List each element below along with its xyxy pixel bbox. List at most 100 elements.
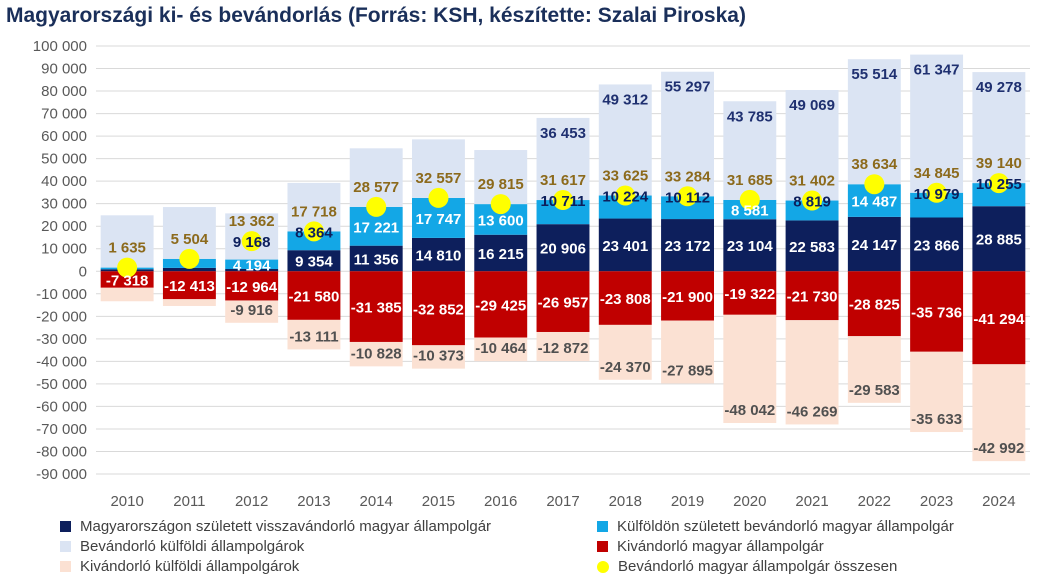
total-marker [241,231,262,252]
data-label-series-4: -13 111 [289,328,338,345]
total-label: 17 718 [291,203,337,220]
data-label-series-3: -12 964 [226,279,278,296]
total-marker [303,221,324,242]
total-label: 1 635 [108,240,146,257]
total-marker [179,248,200,269]
x-tick-label: 2015 [422,493,455,510]
y-tick-label: 10 000 [41,241,87,258]
y-tick-label: 100 000 [33,38,87,55]
legend-label-series-0: Magyarországon született visszavándorló … [80,518,492,535]
bar-series-0 [661,219,714,272]
data-label-series-4: -27 895 [662,362,713,379]
data-label-series-0: 23 401 [602,238,648,255]
y-tick-label: 90 000 [41,61,87,78]
total-marker [490,194,511,215]
bar-series-4 [225,300,279,323]
data-label-series-1: 4 194 [233,257,271,274]
data-label-series-4: -24 370 [600,359,651,376]
data-label-series-3: -19 322 [724,286,775,303]
bar-series-3 [412,271,465,346]
data-label-series-1: 8 581 [731,203,769,220]
data-label-series-4: -12 872 [538,340,589,357]
bar-series-4 [412,345,465,369]
bar-series-4 [162,299,216,306]
bar-series-2 [847,59,901,185]
bar-series-2 [723,101,777,200]
y-tick-label: 80 000 [41,83,87,100]
bar-series-0 [598,218,652,272]
total-label: 5 504 [171,231,209,248]
data-label-series-0: 28 885 [976,232,1022,249]
data-label-series-4: -29 583 [849,382,900,399]
data-label-series-4: -42 992 [973,440,1024,457]
total-marker [366,196,387,217]
bar-series-3 [598,271,652,325]
legend-label-series-1: Külföldön született bevándorló magyar ál… [617,518,954,535]
legend-item-series-0: Magyarországon született visszavándorló … [60,518,491,535]
data-label-series-3: -41 294 [973,311,1025,328]
bar-series-0 [412,237,465,272]
data-label-series-1: 17 221 [353,219,399,236]
data-label-series-1: 13 600 [478,212,524,229]
y-tick-label: -50 000 [36,376,87,393]
data-label-series-3: -23 808 [600,291,651,308]
bar-series-4 [474,337,528,362]
data-label-series-2: 49 278 [976,79,1022,96]
bar-series-0 [225,269,279,272]
bar-series-3 [287,271,341,320]
data-label-series-2: 49 312 [602,91,648,108]
total-marker [428,187,449,208]
y-tick-label: 30 000 [41,196,87,213]
bar-series-4 [598,324,652,380]
data-label-series-0: 16 215 [478,246,524,263]
x-tick-label: 2020 [733,493,766,510]
data-label-series-0: 23 104 [727,238,774,255]
data-label-series-2: 43 785 [727,108,773,125]
inner-point-label: 10 224 [602,189,649,206]
legend-label-series-2: Bevándorló külföldi állampolgárok [80,538,305,555]
bar-series-3 [474,271,528,338]
bar-series-3 [972,271,1026,365]
legend-swatch-series-2 [60,541,71,552]
total-marker [988,173,1009,194]
legend-label-total-series: Bevándorló magyar állampolgár összesen [618,558,898,575]
total-label: 34 845 [914,165,960,182]
data-label-series-3: -31 385 [351,300,402,317]
x-tick-label: 2014 [360,493,393,510]
y-tick-label: -40 000 [36,353,87,370]
y-tick-label: -80 000 [36,443,87,460]
data-label-series-2: 36 453 [540,125,586,142]
x-tick-label: 2022 [858,493,891,510]
y-tick-label: -30 000 [36,331,87,348]
data-label-series-2: 61 347 [914,62,960,79]
total-label: 13 362 [229,213,275,230]
inner-point-label: 9 168 [233,234,271,251]
total-label: 33 284 [665,168,712,185]
data-label-series-3: -29 425 [475,297,526,314]
y-tick-label: 20 000 [41,218,87,235]
bar-series-1 [972,183,1026,207]
data-label-series-4: -46 269 [787,403,838,420]
data-label-series-3: -21 580 [288,289,339,306]
legend-swatch-total-series [597,560,609,573]
bar-series-3 [349,271,403,342]
data-label-series-1: 17 747 [416,211,462,228]
total-marker [739,189,760,210]
bar-series-4 [847,336,901,403]
bar-series-4 [661,320,714,384]
bar-series-0 [847,216,901,272]
bar-series-4 [536,331,590,361]
bar-series-4 [972,364,1026,462]
bar-series-2 [661,71,714,197]
data-label-series-0: 22 583 [789,239,835,256]
bar-series-1 [598,195,652,219]
legend-swatch-series-3 [597,541,608,552]
bar-series-4 [910,351,964,433]
data-label-series-2: 55 514 [851,66,898,83]
data-label-series-0: 9 354 [295,254,333,271]
x-tick-label: 2010 [110,493,143,510]
data-label-series-3: -32 852 [413,301,464,318]
total-label: 29 815 [478,176,524,193]
inner-point-label: 10 979 [914,186,960,203]
total-marker [802,190,823,211]
